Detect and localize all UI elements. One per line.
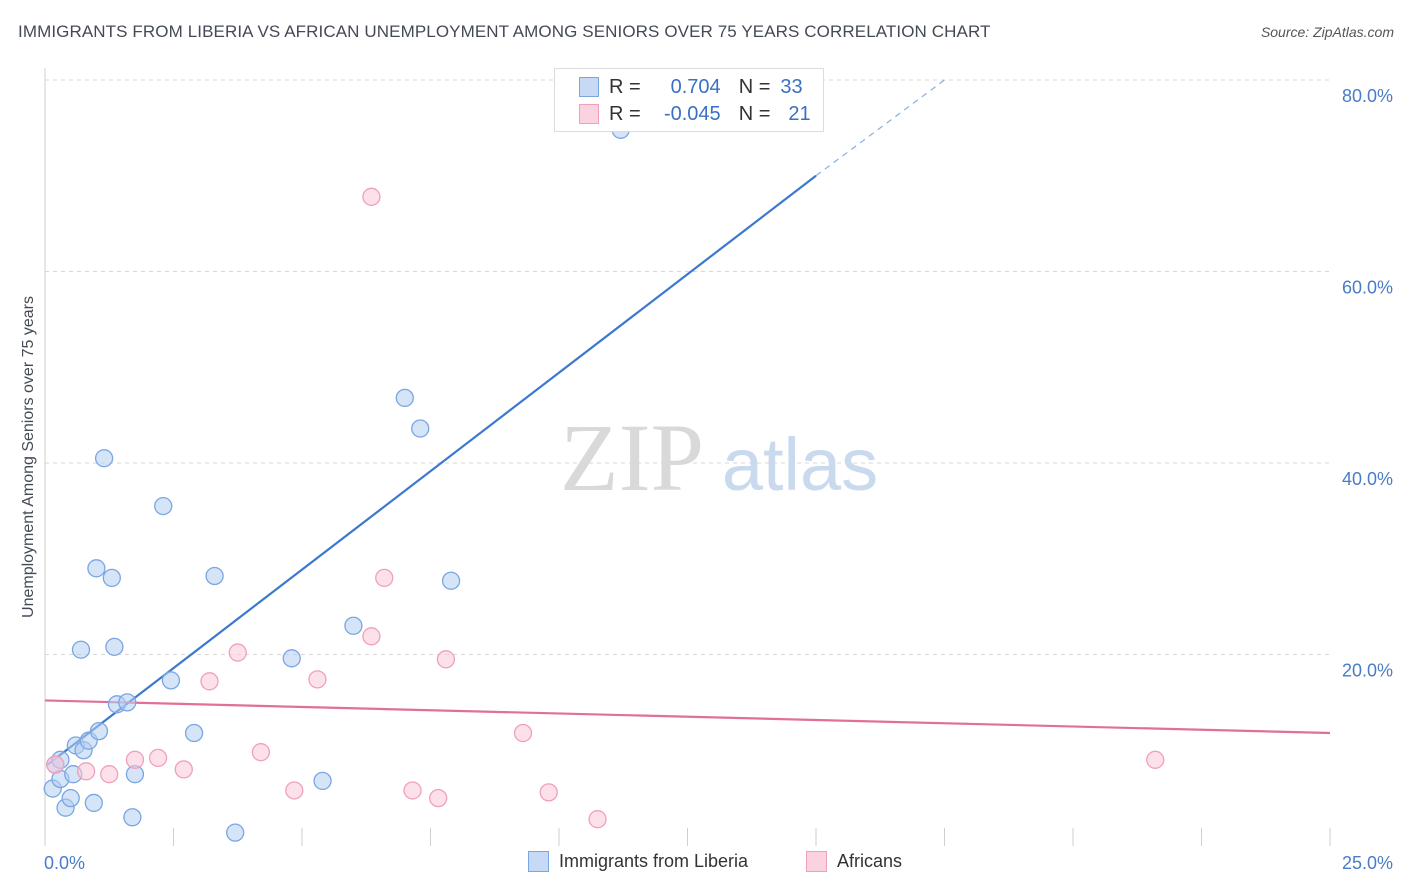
data-point-liberia — [411, 419, 430, 438]
legend-r-label: R = — [609, 102, 641, 125]
data-point-liberia — [184, 723, 204, 743]
data-point-africans — [148, 748, 168, 768]
data-point-liberia — [84, 793, 103, 813]
legend-row-africans: R = -0.045 N = 21 — [555, 101, 811, 127]
data-point-africans — [76, 762, 96, 781]
data-point-liberia — [313, 771, 332, 791]
bottom-legend-swatch-africans — [806, 851, 827, 872]
legend-r-value: -0.045 — [663, 102, 721, 125]
legend-n-label: N = — [738, 102, 771, 125]
data-point-africans — [200, 672, 219, 691]
bottom-legend-label-africans: Africans — [837, 851, 903, 871]
data-point-africans — [436, 650, 456, 669]
data-point-liberia — [205, 566, 224, 586]
data-point-liberia — [118, 693, 137, 712]
y-tick-label: 80.0% — [1342, 86, 1393, 106]
legend-n-value: 33 — [780, 75, 803, 98]
data-point-liberia — [87, 559, 106, 578]
data-point-liberia — [395, 388, 414, 408]
data-point-liberia — [226, 823, 245, 842]
bottom-legend-label-liberia: Immigrants from Liberia — [559, 851, 749, 871]
data-point-liberia — [123, 808, 142, 827]
bottom-legend-liberia: Immigrants from Liberia — [528, 851, 748, 872]
data-point-liberia — [441, 571, 461, 590]
legend-row-liberia: R = 0.704 N = 33 — [555, 74, 803, 100]
data-point-africans — [513, 723, 533, 743]
y-tick-label: 20.0% — [1342, 661, 1393, 681]
data-point-africans — [362, 187, 381, 206]
x-tick-label: 0.0% — [44, 853, 85, 873]
source-label: Source: ZipAtlas.com — [1260, 24, 1394, 40]
data-point-africans — [539, 783, 558, 802]
legend: R = 0.704 N = 33 R = -0.045 N = 21 — [554, 68, 824, 132]
data-point-africans — [362, 627, 381, 646]
y-tick-label: 60.0% — [1342, 278, 1393, 298]
trend-line — [44, 699, 1331, 735]
data-point-africans — [588, 810, 607, 829]
legend-r-value: 0.704 — [670, 75, 721, 98]
data-point-africans — [46, 755, 65, 774]
legend-n-label: N = — [738, 75, 771, 98]
y-tick-label: 40.0% — [1342, 469, 1393, 489]
data-point-liberia — [102, 568, 121, 588]
data-point-africans — [308, 670, 327, 689]
bottom-legend-africans: Africans — [806, 851, 902, 872]
data-point-liberia — [282, 649, 301, 668]
y-axis-label: Unemployment Among Seniors over 75 years — [20, 296, 37, 618]
data-point-africans — [251, 743, 271, 762]
chart-title: IMMIGRANTS FROM LIBERIA VS AFRICAN UNEMP… — [18, 22, 991, 41]
data-point-africans — [228, 643, 247, 662]
x-tick-label: 25.0% — [1342, 853, 1393, 873]
data-point-liberia — [105, 637, 124, 656]
data-point-africans — [375, 568, 394, 588]
legend-swatch-africans — [579, 104, 599, 124]
legend-swatch-liberia — [579, 77, 599, 97]
data-point-africans — [429, 788, 448, 808]
data-point-africans — [174, 760, 193, 779]
data-point-africans — [403, 781, 422, 800]
bottom-legend-swatch-liberia — [528, 851, 549, 872]
legend-n-value: 21 — [788, 102, 811, 125]
data-point-africans — [100, 765, 119, 784]
data-point-liberia — [94, 449, 114, 468]
data-point-africans — [1146, 750, 1165, 769]
data-point-liberia — [154, 496, 173, 516]
watermark-zip: ZIP — [560, 404, 704, 511]
trend-line-extension — [815, 79, 945, 177]
data-point-liberia — [61, 788, 80, 808]
watermark: ZIP atlas — [560, 404, 878, 511]
data-point-liberia — [71, 640, 91, 659]
trend-line — [46, 174, 817, 766]
watermark-atlas: atlas — [722, 423, 878, 506]
data-point-liberia — [344, 616, 363, 635]
legend-r-label: R = — [609, 75, 641, 98]
data-point-liberia — [89, 721, 109, 741]
data-point-africans — [125, 750, 145, 769]
data-point-liberia — [161, 671, 181, 690]
data-point-africans — [285, 781, 304, 800]
